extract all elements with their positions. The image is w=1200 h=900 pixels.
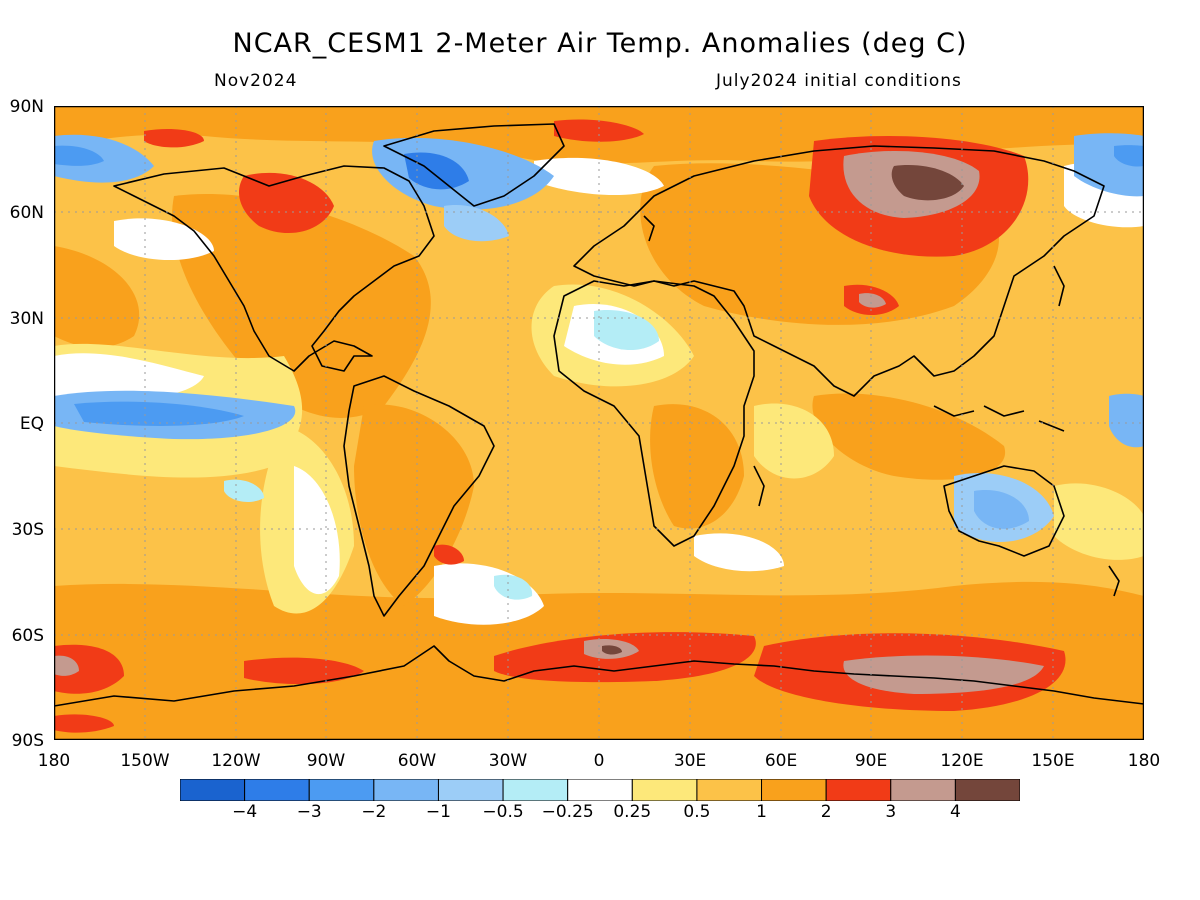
lon-tick-90w: 90W [306, 751, 346, 771]
lon-tick-0: 0 [593, 751, 605, 771]
color-swatch [180, 779, 246, 801]
color-swatch [890, 779, 956, 801]
greenland-cold-core [404, 152, 469, 190]
color-scale-label: 2 [820, 802, 832, 822]
color-swatch [567, 779, 633, 801]
color-swatch [954, 779, 1020, 801]
color-scale-label: 3 [885, 802, 897, 822]
lon-tick-150w: 150W [120, 751, 170, 771]
south-america-coast [343, 375, 495, 617]
cold-anomalies [54, 133, 1144, 600]
lon-tick-60w: 60W [397, 751, 437, 771]
lat-tick-60s: 60S [11, 626, 44, 646]
lat-tick-90s: 90S [11, 731, 44, 751]
lon-tick-180w: 180 [37, 751, 71, 771]
north-pacific-arctic-cold [54, 134, 154, 183]
antarctica-coast [54, 645, 1144, 707]
map-title: NCAR_CESM1 2-Meter Air Temp. Anomalies (… [232, 28, 968, 59]
lat-tick-eq: EQ [19, 414, 44, 434]
color-scale-label: −0.5 [482, 802, 524, 822]
color-scale-label: 1 [756, 802, 767, 822]
canada-warm [239, 172, 334, 234]
lat-tick-90n: 90N [9, 97, 44, 117]
lon-tick-150e: 150E [1031, 751, 1075, 771]
japan-coast [1053, 265, 1065, 307]
eurasia-coast [573, 145, 1105, 397]
lon-tick-30w: 30W [488, 751, 528, 771]
equatorial-pacific-cold-core [74, 401, 244, 426]
color-scale-label: −1 [425, 802, 451, 822]
color-swatch [437, 779, 504, 801]
africa-coast [553, 280, 755, 547]
color-swatch [761, 779, 827, 801]
lon-tick-60e: 60E [764, 751, 798, 771]
hot-anomalies [54, 119, 1066, 733]
color-swatch [631, 779, 698, 801]
color-swatch [308, 779, 375, 801]
color-swatch [825, 779, 892, 801]
southern-ocean-hot-east [843, 655, 1044, 694]
lon-tick-120e: 120E [940, 751, 984, 771]
lon-tick-30e: 30E [673, 751, 707, 771]
color-swatch [502, 779, 569, 801]
lon-tick-90e: 90E [854, 751, 888, 771]
map-frame [54, 106, 1144, 740]
southern-ocean-warm-atlantic [494, 632, 756, 683]
lat-tick-30n: 30N [9, 309, 44, 329]
anomaly-map [54, 106, 1144, 740]
madagascar-coast [753, 465, 765, 507]
uk-coast [643, 215, 655, 242]
forecast-month: Nov2024 [214, 71, 298, 91]
lon-tick-120w: 120W [211, 751, 261, 771]
siberia-hot-core [891, 165, 964, 201]
color-scale-label: −4 [232, 802, 258, 822]
color-scale-label: −3 [296, 802, 322, 822]
gridlines [54, 106, 1144, 740]
initial-conditions-label: July2024 initial conditions [716, 71, 962, 91]
color-swatch [373, 779, 439, 801]
color-scale-label: 0.25 [613, 802, 652, 822]
north-pacific-cold-core [54, 145, 104, 166]
new-zealand-coast [1108, 565, 1120, 597]
greenland-coast [383, 123, 565, 207]
color-scale-label: 0.5 [683, 802, 711, 822]
color-swatch [696, 779, 763, 801]
lat-tick-60n: 60N [9, 203, 44, 223]
lon-tick-180e: 180 [1127, 751, 1161, 771]
australia-coast [943, 465, 1065, 557]
lat-tick-30s: 30S [11, 520, 44, 540]
color-scale-bar [180, 779, 1020, 801]
color-scale-label: −2 [361, 802, 387, 822]
color-scale-label: −0.25 [541, 802, 594, 822]
indonesia-islands [933, 405, 1065, 432]
color-scale-label: 4 [949, 802, 961, 822]
north-america-coast [113, 165, 435, 372]
coastlines [54, 123, 1144, 707]
color-swatch [244, 779, 310, 801]
